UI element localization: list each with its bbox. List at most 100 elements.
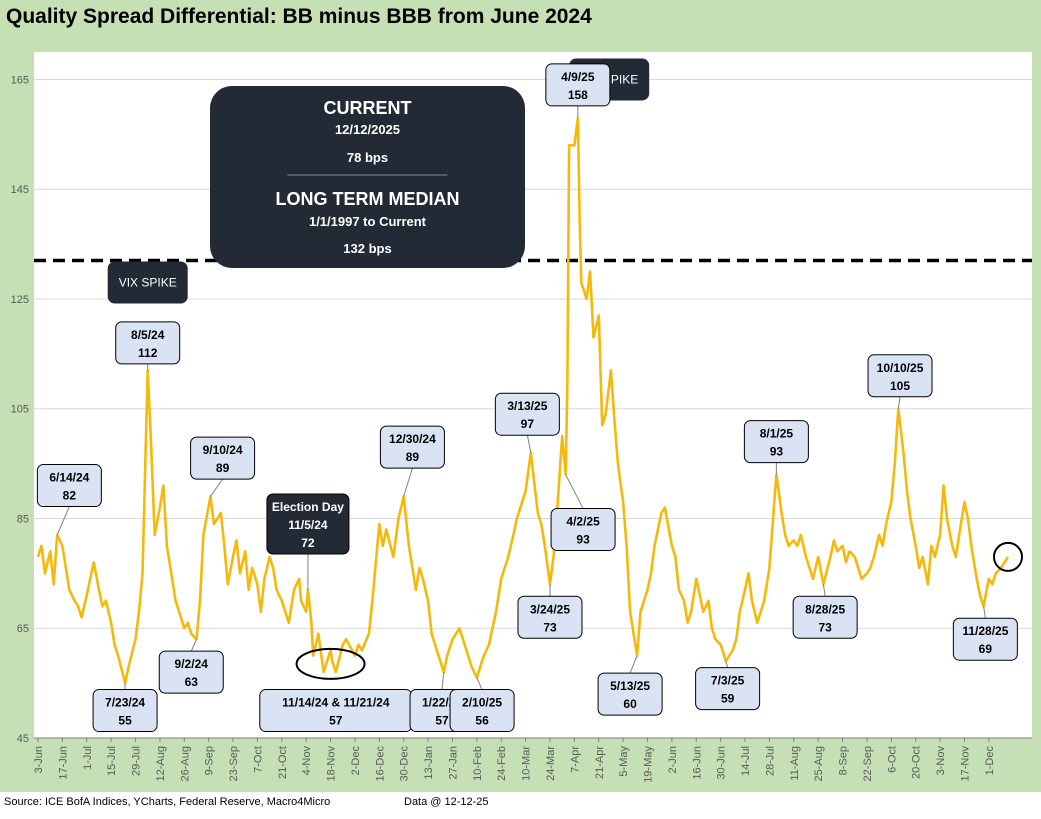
annotation-box (517, 595, 583, 639)
x-tick-label: 10-Feb (472, 746, 484, 781)
annotation-label: 4/2/25 (566, 514, 600, 528)
annotation-label: 57 (435, 714, 449, 728)
y-tick-label: 165 (11, 74, 29, 86)
annotation-leader (897, 396, 901, 409)
annotation-label: 82 (63, 489, 77, 503)
x-tick-label: 7-Apr (569, 746, 581, 773)
annotation-label: 10/10/25 (877, 361, 924, 375)
annotation-label: 56 (475, 714, 489, 728)
info-median-value: 132 bps (343, 241, 391, 256)
x-tick-label: 11-Aug (789, 746, 801, 781)
annotation-label: 97 (521, 417, 535, 431)
annotation-leader (983, 606, 986, 619)
y-tick-label: 125 (11, 294, 29, 306)
info-median-label: LONG TERM MEDIAN (276, 189, 460, 209)
x-tick-label: 30-Jun (716, 746, 728, 780)
footer-source: Source: ICE BofA Indices, YCharts, Feder… (4, 796, 331, 808)
x-tick-label: 25-Aug (813, 746, 825, 781)
y-tick-label: 105 (11, 404, 29, 416)
annotation-label: 5/13/25 (610, 679, 650, 693)
x-tick-label: 27-Jan (447, 746, 459, 780)
annotation-leader (565, 474, 584, 509)
x-tick-label: 16-Jun (691, 746, 703, 780)
annotation-leader (822, 584, 826, 597)
annotation-leader (190, 639, 197, 652)
annotation-label: 72 (301, 536, 315, 550)
x-tick-label: 3-Nov (935, 746, 947, 776)
annotation-label: 93 (576, 532, 590, 546)
chart-frame: 45 65 85 105 125 145 165 3-Jun 17-Jun 1-Jul 15-Jul… (0, 34, 1041, 792)
x-tick-label: 28-Jul (764, 746, 776, 776)
x-tick-label: 13-Jan (423, 746, 435, 780)
annotation-label: 112 (138, 346, 158, 360)
annotation-box (92, 689, 158, 733)
annotation-label: 3/24/25 (530, 602, 570, 616)
annotation-label: 69 (979, 642, 993, 656)
x-tick-label: 24-Mar (545, 746, 557, 781)
chart-title: Quality Spread Differential: BB minus BB… (6, 5, 592, 28)
info-median-period: 1/1/1997 to Current (309, 214, 427, 229)
annotation-box (379, 425, 445, 469)
annotation-label: Election Day (272, 500, 344, 514)
annotation-label: 60 (623, 697, 637, 711)
annotation-leader (209, 478, 224, 497)
x-tick-label: 17-Jun (57, 746, 69, 780)
annotation-label: 55 (118, 714, 132, 728)
annotation-label: 9/2/24 (175, 657, 209, 671)
x-tick-label: 16-Dec (374, 746, 386, 782)
annotation-label: 3/13/25 (507, 399, 547, 413)
annotation-label: 8/5/24 (131, 328, 165, 342)
x-tick-label: 20-Oct (911, 746, 923, 779)
annotation-box (867, 354, 933, 398)
annotation-label: 59 (721, 692, 735, 706)
x-tick-label: 14-Jul (740, 746, 752, 776)
x-tick-label: 22-Sep (862, 746, 874, 781)
annotation-box (952, 617, 1018, 661)
annotation-leader (403, 467, 413, 497)
y-tick-label: 45 (17, 733, 29, 745)
annotation-box (545, 63, 611, 107)
annotation-label: 7/23/24 (105, 696, 145, 710)
x-tick-label: 19-May (643, 746, 655, 783)
annotation-label: 2/10/25 (462, 696, 502, 710)
annotation-leader (441, 672, 445, 690)
annotation-leader (526, 435, 532, 453)
x-tick-label: 3-Jun (33, 746, 45, 774)
x-tick-label: 26-Aug (179, 746, 191, 781)
x-tick-label: 2-Jun (667, 746, 679, 774)
annotation-label: 57 (329, 714, 343, 728)
x-tick-label: 9-Sep (204, 746, 216, 775)
chart-svg: 45 65 85 105 125 145 165 3-Jun 17-Jun 1-Jul 15-Jul… (11, 52, 1032, 783)
annotation-box (158, 650, 224, 694)
annotation-leader (476, 677, 483, 690)
info-current-label: CURRENT (324, 98, 412, 118)
annotation-label: 89 (406, 450, 420, 464)
x-tick-label: 10-Mar (521, 746, 533, 781)
annotation-label: 4/9/25 (561, 70, 595, 84)
annotation-label: 89 (216, 461, 230, 475)
x-tick-label: 30-Dec (399, 746, 411, 782)
annotation-leader (56, 506, 70, 536)
x-tick-label: 18-Nov (326, 746, 338, 782)
annotation-label: 8/1/25 (760, 427, 794, 441)
footer-data-date: Data @ 12-12-25 (404, 796, 489, 808)
annotation-box (494, 392, 560, 436)
x-tick-label: 1-Jul (82, 746, 94, 770)
annotation-label: 73 (543, 620, 557, 634)
annotation-leader (629, 655, 638, 674)
annotation-label: 11/28/25 (962, 624, 1008, 638)
annotation-label: 11/14/24 & 11/21/24 (282, 696, 390, 710)
annotation-box (792, 595, 858, 639)
x-tick-label: 8-Sep (838, 746, 850, 775)
annotation-box (597, 672, 663, 716)
annotation-label: 6/14/24 (49, 471, 89, 485)
annotation-label: 12/30/24 (389, 432, 436, 446)
annotation-box (266, 493, 350, 555)
annotation-leader (725, 661, 729, 668)
current-value-circle (993, 541, 1023, 572)
x-tick-label: 5-May (618, 746, 630, 777)
annotation-box (695, 667, 761, 711)
annotation-box (115, 321, 181, 365)
y-tick-label: 85 (17, 513, 29, 525)
annotation-label: 105 (890, 379, 910, 393)
